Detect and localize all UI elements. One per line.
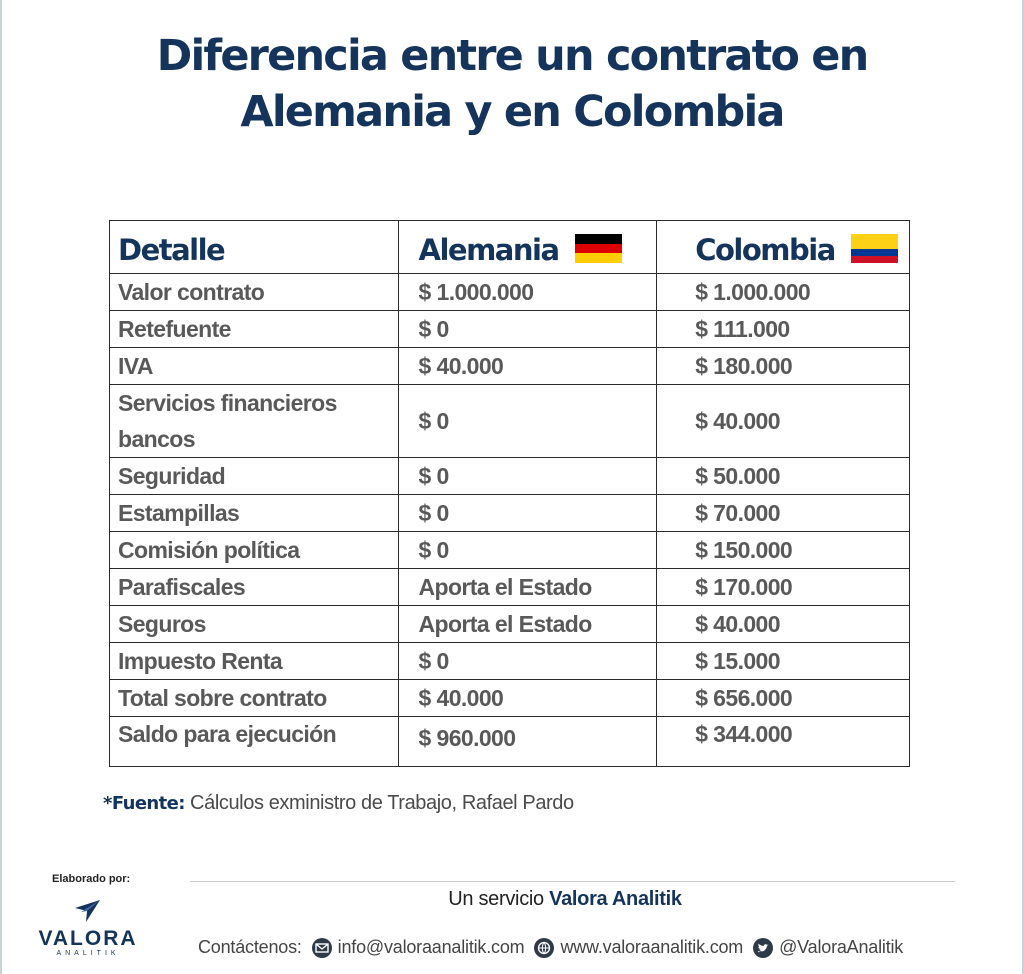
table-row: Total sobre contrato $ 40.000 $ 656.000 [109, 679, 910, 717]
table-row: Retefuente $ 0 $ 111.000 [109, 310, 910, 348]
cell-alemania: $ 40.000 [397, 679, 658, 717]
cell-alemania: $ 0 [397, 384, 658, 458]
contact-label: Contáctenos: [198, 937, 302, 957]
title-line-1: Diferencia entre un contrato en [156, 31, 870, 81]
cell-colombia: $ 40.000 [656, 384, 910, 458]
table-header-row: Detalle Alemania Colombia [109, 220, 910, 274]
valora-logo-icon [75, 900, 100, 922]
logo-text: VALORA [38, 927, 138, 950]
table-row: Seguridad $ 0 $ 50.000 [109, 457, 910, 495]
globe-icon [534, 937, 555, 958]
source-note: *Fuente: Cálculos exministro de Trabajo,… [103, 792, 574, 815]
header-detalle: Detalle [109, 220, 399, 274]
cell-detalle: Valor contrato [109, 273, 399, 311]
cell-alemania: Aporta el Estado [397, 568, 658, 606]
cell-detalle: Seguros [109, 605, 399, 643]
cell-colombia: $ 50.000 [656, 457, 910, 495]
comparison-table: Detalle Alemania Colombia Valor contrato… [109, 220, 910, 767]
cell-colombia: $ 150.000 [656, 531, 910, 569]
cell-alemania: $ 40.000 [397, 347, 658, 385]
cell-alemania: $ 1.000.000 [397, 273, 658, 311]
source-text: Cálculos exministro de Trabajo, Rafael P… [190, 792, 574, 814]
cell-detalle-line-1: Servicios financieros [118, 390, 337, 416]
cell-detalle: Seguridad [109, 457, 399, 495]
cell-detalle: Saldo para ejecución [109, 716, 399, 767]
cell-colombia: $ 180.000 [656, 347, 910, 385]
colombia-flag-icon [851, 234, 899, 263]
cell-colombia: $ 15.000 [656, 642, 910, 680]
germany-flag-icon [575, 234, 623, 263]
cell-alemania: $ 0 [397, 457, 658, 495]
title-line-2: Alemania y en Colombia [240, 87, 785, 137]
cell-alemania: $ 0 [397, 531, 658, 569]
header-alemania: Alemania [397, 220, 658, 274]
service-prefix: Un servicio [448, 888, 544, 910]
table-row: Parafiscales Aporta el Estado $ 170.000 [109, 568, 910, 606]
mail-icon [311, 937, 332, 958]
table-row: Estampillas $ 0 $ 70.000 [109, 494, 910, 532]
contact-website[interactable]: www.valoraanalitik.com [560, 937, 744, 957]
cell-detalle: IVA [109, 347, 399, 385]
table-row: Saldo para ejecución $ 960.000 $ 344.000 [109, 716, 910, 767]
cell-alemania: $ 960.000 [397, 716, 658, 767]
contact-twitter[interactable]: @ValoraAnalitik [779, 937, 904, 957]
cell-colombia: $ 111.000 [656, 310, 910, 348]
cell-colombia: $ 70.000 [656, 494, 910, 532]
cell-colombia: $ 170.000 [656, 568, 910, 606]
source-label: *Fuente: [103, 793, 185, 814]
cell-detalle: Total sobre contrato [109, 679, 399, 717]
cell-alemania: $ 0 [397, 310, 658, 348]
cell-detalle: Comisión política [109, 531, 399, 569]
header-colombia: Colombia [656, 220, 910, 274]
cell-colombia: $ 40.000 [656, 605, 910, 643]
table-row: Servicios financieros bancos $ 0 $ 40.00… [109, 384, 910, 458]
cell-colombia: $ 1.000.000 [656, 273, 910, 311]
page-title: Diferencia entre un contrato en Alemania… [0, 28, 1024, 140]
table-row: Valor contrato $ 1.000.000 $ 1.000.000 [109, 273, 910, 311]
cell-alemania: $ 0 [397, 642, 658, 680]
service-line: Un servicio Valora Analitik [0, 888, 1024, 911]
twitter-icon [753, 937, 774, 958]
table-row: Impuesto Renta $ 0 $ 15.000 [109, 642, 910, 680]
logo-subtext: ANALITIK [56, 950, 120, 957]
table-row: IVA $ 40.000 $ 180.000 [109, 347, 910, 385]
cell-detalle-line-2: bancos [118, 426, 196, 452]
table-row: Seguros Aporta el Estado $ 40.000 [109, 605, 910, 643]
table-row: Comisión política $ 0 $ 150.000 [109, 531, 910, 569]
cell-colombia: $ 344.000 [656, 716, 910, 767]
cell-detalle: Impuesto Renta [109, 642, 399, 680]
service-brand: Valora Analitik [549, 888, 682, 910]
cell-colombia: $ 656.000 [656, 679, 910, 717]
cell-detalle: Servicios financieros bancos [109, 384, 399, 458]
elaborado-label: Elaborado por: [52, 873, 131, 885]
cell-detalle: Parafiscales [109, 568, 399, 606]
contact-email[interactable]: info@valoraanalitik.com [337, 937, 525, 957]
cell-alemania: Aporta el Estado [397, 605, 658, 643]
contact-bar: Contáctenos: info@valoraanalitik.com www… [198, 937, 903, 958]
cell-detalle: Retefuente [109, 310, 399, 348]
cell-detalle: Estampillas [109, 494, 399, 532]
cell-alemania: $ 0 [397, 494, 658, 532]
footer-divider [190, 881, 955, 882]
